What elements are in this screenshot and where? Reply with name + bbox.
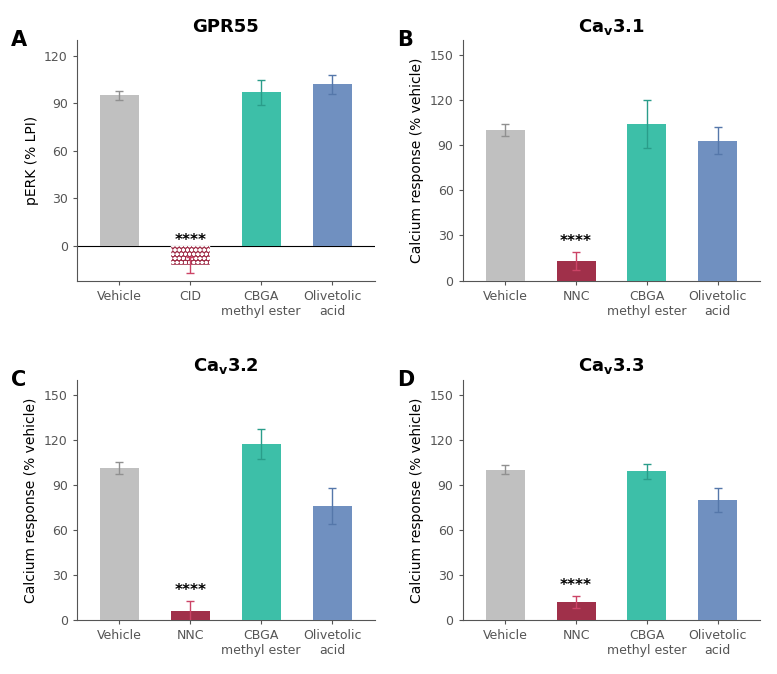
- Y-axis label: Calcium response (% vehicle): Calcium response (% vehicle): [410, 57, 424, 263]
- Bar: [100, 96, 139, 246]
- Text: ****: ****: [560, 234, 592, 249]
- Text: D: D: [397, 370, 414, 390]
- Bar: [242, 92, 280, 246]
- Bar: [486, 130, 524, 280]
- Bar: [171, 611, 210, 620]
- Bar: [312, 506, 351, 620]
- Text: ****: ****: [560, 578, 592, 593]
- Title: GPR55: GPR55: [193, 18, 259, 36]
- Y-axis label: pERK (% LPI): pERK (% LPI): [25, 116, 39, 205]
- Bar: [171, 246, 210, 265]
- Text: ****: ****: [174, 233, 207, 248]
- Text: A: A: [12, 30, 27, 51]
- Bar: [486, 470, 524, 620]
- Title: $\mathbf{Ca_v3.3}$: $\mathbf{Ca_v3.3}$: [578, 357, 645, 377]
- Title: $\mathbf{Ca_v3.1}$: $\mathbf{Ca_v3.1}$: [578, 17, 645, 36]
- Text: C: C: [12, 370, 26, 390]
- Text: B: B: [397, 30, 413, 51]
- Bar: [627, 472, 667, 620]
- Bar: [627, 124, 667, 280]
- Text: ****: ****: [174, 583, 207, 598]
- Bar: [100, 468, 139, 620]
- Y-axis label: Calcium response (% vehicle): Calcium response (% vehicle): [410, 398, 424, 603]
- Bar: [312, 84, 351, 246]
- Title: $\mathbf{Ca_v3.2}$: $\mathbf{Ca_v3.2}$: [193, 357, 259, 377]
- Bar: [242, 444, 280, 620]
- Bar: [699, 500, 737, 620]
- Y-axis label: Calcium response (% vehicle): Calcium response (% vehicle): [24, 398, 38, 603]
- Bar: [699, 141, 737, 280]
- Bar: [556, 603, 595, 620]
- Bar: [556, 261, 595, 280]
